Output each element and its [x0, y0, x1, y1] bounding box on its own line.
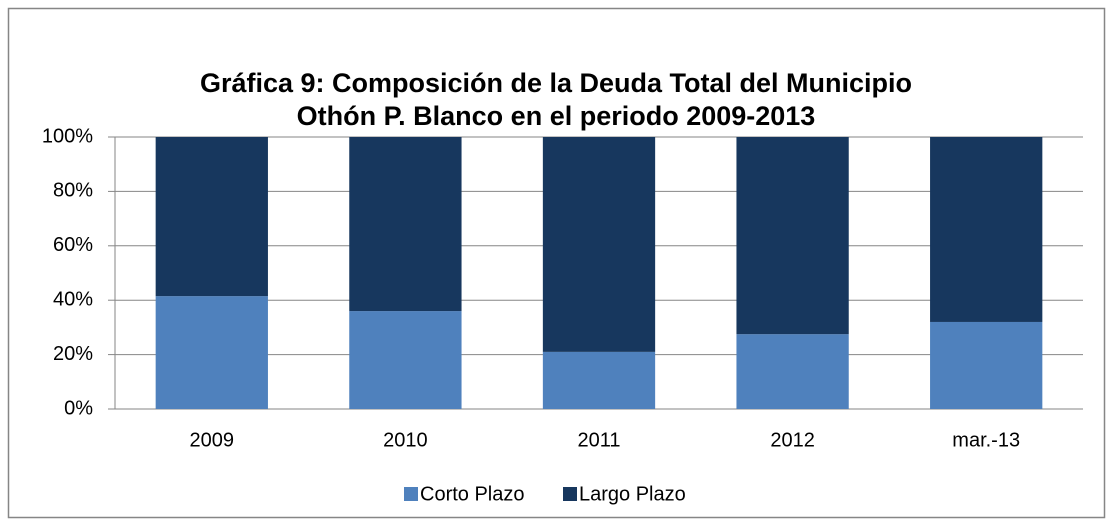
x-tick-label: 2011 [577, 429, 620, 451]
bar-segment [349, 137, 462, 312]
x-tick-label: mar.-13 [952, 429, 1020, 451]
legend-label: Largo Plazo [579, 483, 686, 505]
chart-title: Othón P. Blanco en el periodo 2009-2013 [297, 101, 816, 131]
y-tick-label: 40% [53, 288, 93, 310]
y-tick-label: 20% [53, 343, 93, 365]
y-tick-label: 60% [53, 234, 93, 256]
bar-segment [155, 296, 268, 409]
bar-segment [155, 137, 268, 297]
bar-segment [349, 311, 462, 409]
chart-title: Gráfica 9: Composición de la Deuda Total… [200, 68, 912, 98]
bar-segment [542, 351, 656, 409]
x-tick-label: 2009 [190, 429, 235, 451]
y-tick-label: 80% [53, 180, 93, 202]
legend-label: Corto Plazo [420, 483, 525, 505]
x-tick-label: 2012 [770, 429, 815, 451]
x-tick-label: 2010 [383, 429, 428, 451]
bar-segment [930, 137, 1043, 322]
y-tick-label: 100% [42, 125, 93, 147]
legend-swatch [563, 487, 577, 501]
bar-segment [542, 137, 656, 352]
bar-segment [930, 321, 1043, 409]
bar-segment [736, 137, 849, 335]
y-tick-label: 0% [64, 397, 93, 419]
legend-swatch [404, 487, 418, 501]
bar-segment [736, 334, 849, 409]
